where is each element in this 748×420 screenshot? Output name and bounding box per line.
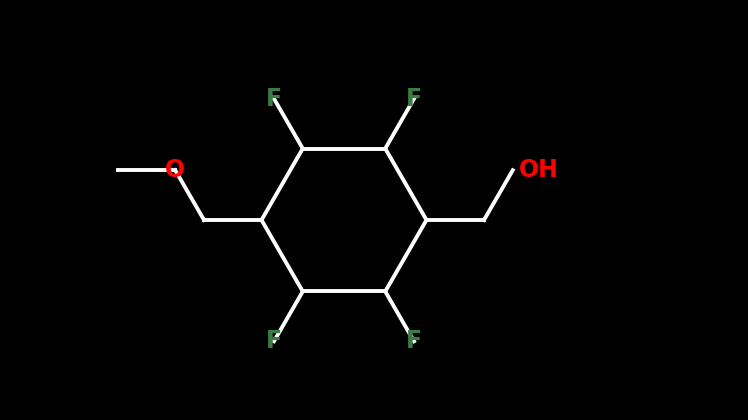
Text: OH: OH: [519, 158, 559, 182]
Text: F: F: [406, 87, 422, 111]
Text: F: F: [406, 329, 422, 353]
Text: O: O: [165, 158, 186, 182]
Text: F: F: [266, 87, 282, 111]
Text: F: F: [266, 329, 282, 353]
